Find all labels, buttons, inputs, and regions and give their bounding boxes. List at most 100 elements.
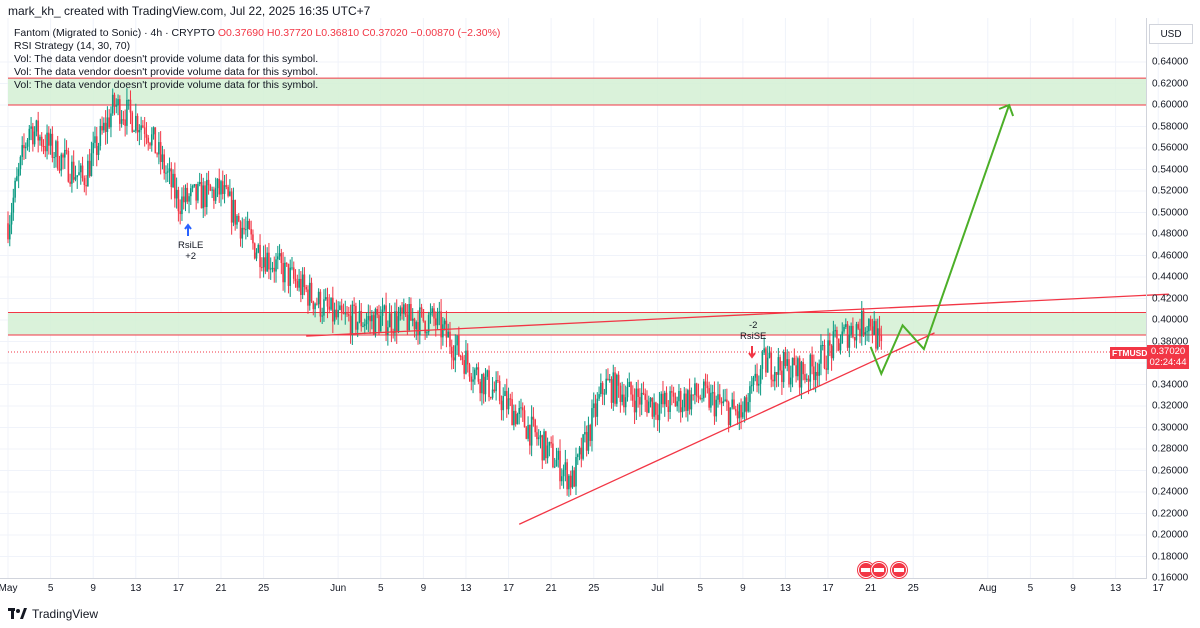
candle-body bbox=[589, 425, 591, 441]
highlight-zone bbox=[8, 312, 1146, 336]
price-tick: 0.24000 bbox=[1152, 486, 1189, 498]
candle-body bbox=[42, 146, 45, 148]
candle-body bbox=[434, 318, 437, 326]
symbol-description[interactable]: Fantom (Migrated to Sonic) · 4h · CRYPTO bbox=[14, 27, 215, 39]
candle-body bbox=[198, 181, 201, 184]
candle-body bbox=[324, 297, 327, 300]
candle-body bbox=[243, 227, 245, 230]
candle-body bbox=[507, 398, 510, 410]
candle-body bbox=[848, 334, 851, 348]
candle-body bbox=[346, 313, 348, 315]
candle-body bbox=[404, 304, 407, 315]
volume-legend-3[interactable]: Vol: The data vendor doesn't provide vol… bbox=[14, 79, 319, 91]
candle-body bbox=[362, 325, 364, 327]
volume-legend-2[interactable]: Vol: The data vendor doesn't provide vol… bbox=[14, 66, 319, 78]
candle-body bbox=[561, 476, 563, 482]
candle-body bbox=[184, 187, 187, 203]
currency-button[interactable]: USD bbox=[1149, 24, 1193, 44]
candle-body bbox=[521, 407, 524, 411]
us-flag-event-icon[interactable] bbox=[891, 562, 907, 578]
price-tick: 0.42000 bbox=[1152, 293, 1189, 304]
candle-body bbox=[756, 373, 758, 386]
candle-body bbox=[635, 388, 638, 413]
candle-body bbox=[711, 392, 714, 394]
candle-body bbox=[207, 179, 210, 186]
candle-body bbox=[245, 229, 247, 231]
bar-countdown: 02:24:44 bbox=[1149, 357, 1187, 368]
price-tick: 0.58000 bbox=[1152, 121, 1189, 132]
candle-body bbox=[530, 416, 533, 446]
candle-body bbox=[545, 431, 547, 459]
volume-legend-1[interactable]: Vol: The data vendor doesn't provide vol… bbox=[14, 53, 319, 65]
candles bbox=[7, 88, 883, 497]
candle-body bbox=[378, 314, 380, 332]
time-scale-divider bbox=[0, 578, 1147, 579]
candle-body bbox=[518, 408, 520, 414]
price-tick: 0.32000 bbox=[1152, 400, 1189, 412]
candle-body bbox=[591, 408, 593, 441]
candle-body bbox=[214, 188, 217, 201]
tradingview-logo[interactable]: TradingView bbox=[8, 607, 98, 621]
price-tick: 0.62000 bbox=[1152, 78, 1189, 89]
candle-body bbox=[564, 462, 567, 470]
strategy-legend[interactable]: RSI Strategy (14, 30, 70) bbox=[14, 40, 131, 52]
candle-body bbox=[766, 357, 769, 373]
symbol-legend[interactable]: Fantom (Migrated to Sonic) · 4h · CRYPTO… bbox=[14, 27, 500, 39]
candle-body bbox=[371, 315, 373, 322]
candle-body bbox=[678, 390, 680, 402]
candle-body bbox=[152, 127, 155, 135]
candle-body bbox=[681, 407, 684, 413]
candle-body bbox=[71, 161, 73, 184]
candle-body bbox=[639, 396, 641, 405]
candle-body bbox=[131, 112, 134, 132]
candle-body bbox=[115, 105, 118, 107]
us-flag-event-icon[interactable] bbox=[871, 562, 887, 578]
candle-body bbox=[431, 308, 434, 314]
candle-body bbox=[520, 407, 522, 409]
candle-body bbox=[188, 196, 190, 202]
candle-body bbox=[342, 312, 345, 314]
projection-path bbox=[869, 104, 1011, 377]
candle-body bbox=[832, 331, 835, 359]
time-tick: 9 bbox=[420, 583, 427, 594]
time-tick: 13 bbox=[779, 583, 791, 594]
candle-body bbox=[271, 267, 274, 269]
last-price-value: 0.37020 bbox=[1150, 346, 1186, 357]
candle-body bbox=[763, 348, 765, 353]
candle-body bbox=[690, 394, 693, 410]
candle-body bbox=[750, 384, 753, 387]
candle-body bbox=[312, 301, 315, 310]
candle-body bbox=[482, 374, 485, 395]
candle-body bbox=[880, 334, 883, 342]
candle-body bbox=[504, 391, 506, 397]
candle-body bbox=[514, 410, 517, 425]
candle-body bbox=[734, 409, 737, 412]
candle-body bbox=[191, 185, 194, 189]
candle-body bbox=[163, 154, 165, 174]
candle-body bbox=[447, 331, 449, 338]
candle-body bbox=[871, 326, 874, 335]
time-tick: 25 bbox=[907, 583, 919, 594]
candle-body bbox=[827, 340, 829, 370]
candle-body bbox=[761, 352, 764, 369]
trend-drawings bbox=[184, 103, 1169, 525]
candle-body bbox=[99, 125, 102, 146]
candle-body bbox=[369, 316, 371, 322]
candle-body bbox=[718, 394, 721, 403]
candle-body bbox=[759, 368, 762, 384]
time-tick: 9 bbox=[740, 583, 746, 594]
candle-body bbox=[230, 191, 233, 223]
candle-body bbox=[300, 278, 302, 295]
candle-body bbox=[797, 358, 799, 377]
candle-body bbox=[846, 324, 849, 348]
candle-body bbox=[452, 357, 455, 361]
candle-body bbox=[663, 392, 666, 405]
candle-body bbox=[484, 376, 487, 395]
candle-body bbox=[117, 99, 119, 106]
candle-body bbox=[878, 328, 881, 335]
candle-body bbox=[44, 146, 47, 152]
candle-body bbox=[81, 165, 84, 179]
candle-body bbox=[319, 291, 322, 317]
candle-body bbox=[578, 447, 581, 455]
